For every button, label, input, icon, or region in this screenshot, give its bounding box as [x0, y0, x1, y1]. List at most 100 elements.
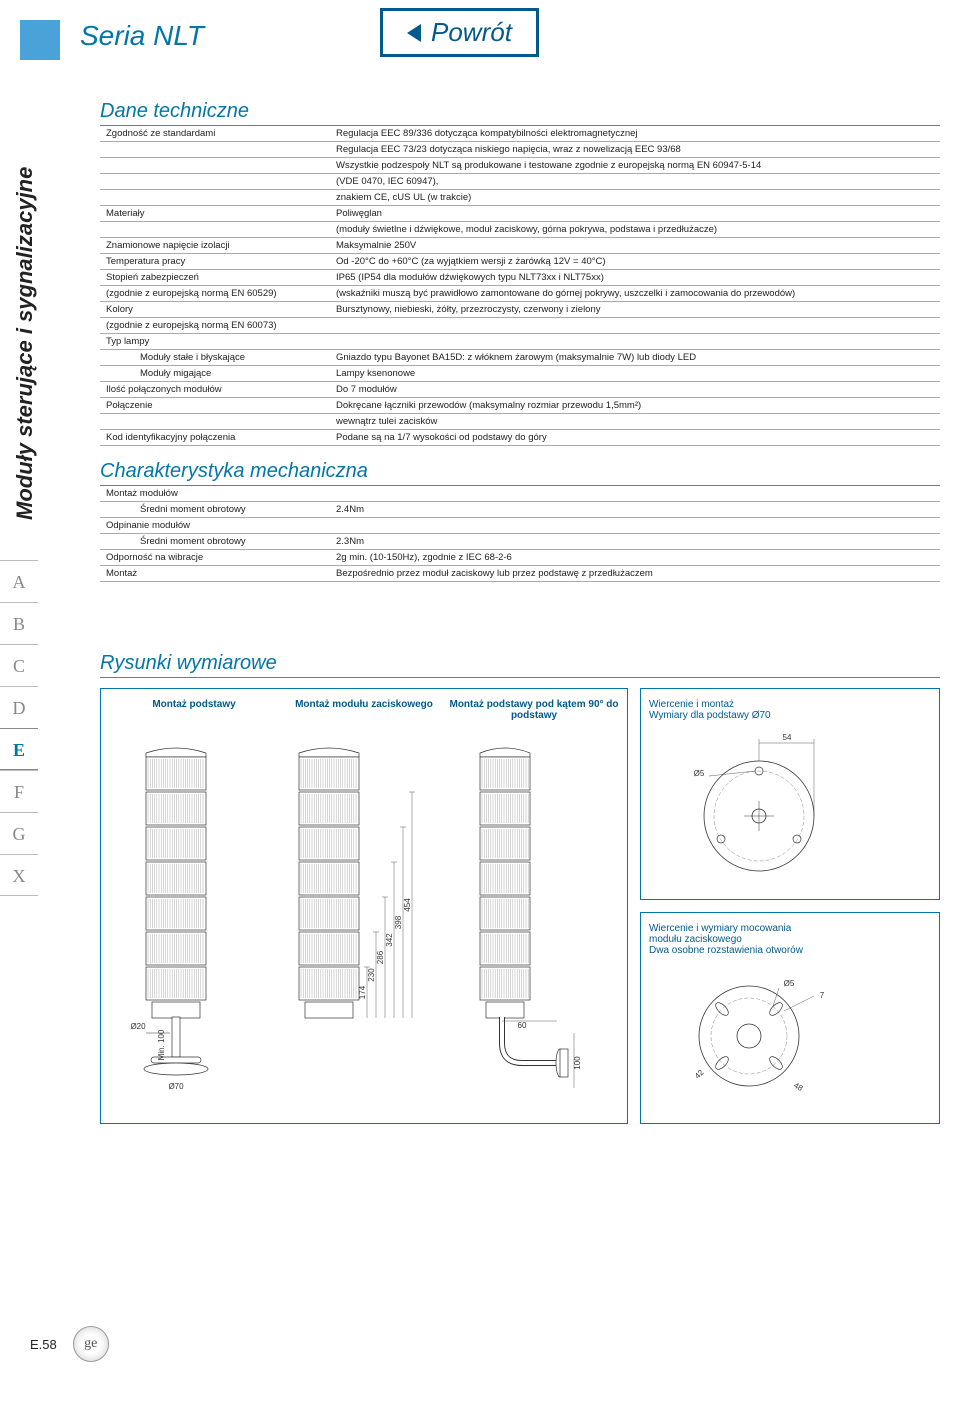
spec-label: Montaż [100, 566, 330, 582]
spec-label: Temperatura pracy [100, 254, 330, 270]
side-letter-g[interactable]: G [0, 812, 38, 854]
side2-l2: modułu zaciskowego [649, 934, 931, 945]
clamp-ring-drawing: Ø5 7 42 48 [649, 956, 849, 1106]
spec-label: Kolory [100, 302, 330, 318]
side-letter-c[interactable]: C [0, 644, 38, 686]
dim-clamp-d5: Ø5 [784, 979, 795, 988]
drawings-section-title: Rysunki wymiarowe [100, 652, 940, 678]
spec-label [100, 158, 330, 174]
spec-value: (moduły świetlne i dźwiękowe, moduł zaci… [330, 222, 940, 238]
spec-value: Lampy ksenonowe [330, 366, 940, 382]
back-button[interactable]: Powrót [380, 8, 539, 57]
ge-logo-icon: ge [73, 1326, 109, 1362]
side2-l3: Dwa osobne rozstawienia otworów [649, 945, 931, 956]
spec-value: Regulacja EEC 73/23 dotycząca niskiego n… [330, 142, 940, 158]
side-letter-f[interactable]: F [0, 770, 38, 812]
tech-table: Zgodność ze standardamiRegulacja EEC 89/… [100, 126, 940, 446]
main-drawing-box: Montaż podstawy Montaż modułu zaciskoweg… [100, 688, 628, 1124]
side-letter-x[interactable]: X [0, 854, 38, 896]
side-letter-d[interactable]: D [0, 686, 38, 728]
spec-label: Ilość połączonych modułów [100, 382, 330, 398]
dim-min100: Min. 100 [157, 1029, 166, 1060]
spec-label: Znamionowe napięcie izolacji [100, 238, 330, 254]
tower-drawings: Ø20 Ø70 Min. 100 174230286342398454 [109, 733, 619, 1113]
side-letter-a[interactable]: A [0, 560, 38, 602]
spec-label: Montaż modułów [100, 486, 330, 502]
spec-value: Poliwęglan [330, 206, 940, 222]
svg-text:286: 286 [376, 950, 385, 964]
side-letter-b[interactable]: B [0, 602, 38, 644]
spec-label [100, 222, 330, 238]
spec-value: Dokręcane łączniki przewodów (maksymalny… [330, 398, 940, 414]
svg-text:230: 230 [367, 968, 376, 982]
side2-l1: Wiercenie i wymiary mocowania [649, 923, 931, 934]
spec-value [330, 486, 940, 502]
spec-value: 2g min. (10-150Hz), zgodnie z IEC 68-2-6 [330, 550, 940, 566]
back-label: Powrót [431, 17, 512, 48]
spec-value: Wszystkie podzespoły NLT są produkowane … [330, 158, 940, 174]
spec-value [330, 518, 940, 534]
footer: E.58 ge [30, 1326, 109, 1362]
spec-label: (zgodnie z europejską normą EN 60529) [100, 286, 330, 302]
tower-base-drawing: Ø20 Ø70 Min. 100 [116, 733, 266, 1113]
side-vertical-label: Moduły sterujące i sygnalizacyjne [12, 167, 38, 520]
spec-label: Średni moment obrotowy [100, 502, 330, 518]
tech-section-title: Dane techniczne [100, 100, 940, 126]
dim-w60: 60 [518, 1021, 527, 1030]
spec-label: Połączenie [100, 398, 330, 414]
dcol2: Montaż modułu zaciskowego [279, 699, 449, 721]
ring-drawing: 54 Ø5 [649, 721, 849, 881]
dim-h100: 100 [573, 1056, 582, 1070]
side-letter-e[interactable]: E [0, 728, 38, 770]
back-arrow-icon [407, 24, 421, 42]
spec-value: Bezpośrednio przez moduł zaciskowy lub p… [330, 566, 940, 582]
tower-90deg-drawing: 60 100 [462, 733, 612, 1113]
dim-d20: Ø20 [130, 1022, 146, 1031]
dim-d70: Ø70 [168, 1082, 184, 1091]
mech-table: Montaż modułówŚredni moment obrotowy2.4N… [100, 486, 940, 582]
svg-text:398: 398 [394, 915, 403, 929]
spec-value: wewnątrz tulei zacisków [330, 414, 940, 430]
spec-label: Materiały [100, 206, 330, 222]
spec-label: Typ lampy [100, 334, 330, 350]
spec-value [330, 318, 940, 334]
spec-value: 2.4Nm [330, 502, 940, 518]
spec-value: (VDE 0470, IEC 60947), [330, 174, 940, 190]
spec-label [100, 190, 330, 206]
dim-clamp-7: 7 [820, 991, 825, 1000]
side1-l2: Wymiary dla podstawy Ø70 [649, 710, 931, 721]
side1-l1: Wiercenie i montaż [649, 699, 931, 710]
page-number: E.58 [30, 1337, 57, 1352]
spec-value: Regulacja EEC 89/336 dotycząca kompatybi… [330, 126, 940, 142]
spec-label: Średni moment obrotowy [100, 534, 330, 550]
drawings-area: Montaż podstawy Montaż modułu zaciskoweg… [100, 688, 940, 1124]
spec-value: znakiem CE, cUS UL (w trakcie) [330, 190, 940, 206]
spec-label: Odpinanie modułów [100, 518, 330, 534]
tower-clamp-drawing: 174230286342398454 [279, 733, 449, 1113]
mech-section-title: Charakterystyka mechaniczna [100, 460, 940, 486]
spec-label: Kod identyfikacyjny połączenia [100, 430, 330, 446]
spec-value: Gniazdo typu Bayonet BA15D: z włóknem ża… [330, 350, 940, 366]
svg-text:174: 174 [358, 985, 367, 999]
series-title: Seria NLT [80, 20, 204, 52]
svg-text:454: 454 [403, 898, 412, 912]
side-drawings-col: Wiercenie i montaż Wymiary dla podstawy … [640, 688, 940, 1124]
spec-value: Od -20°C do +60°C (za wyjątkiem wersji z… [330, 254, 940, 270]
spec-value: Do 7 modułów [330, 382, 940, 398]
spec-label: Moduły migające [100, 366, 330, 382]
dim-clamp-42: 42 [693, 1068, 706, 1081]
brand-square [20, 20, 60, 60]
spec-label: Moduły stałe i błyskające [100, 350, 330, 366]
spec-label [100, 174, 330, 190]
dim-ring-d5: Ø5 [694, 769, 705, 778]
spec-value: IP65 (IP54 dla modułów dźwiękowych typu … [330, 270, 940, 286]
spec-value: 2.3Nm [330, 534, 940, 550]
spec-value: Maksymalnie 250V [330, 238, 940, 254]
dcol1: Montaż podstawy [109, 699, 279, 721]
side-index: ABCDEFGX [0, 560, 38, 896]
svg-text:342: 342 [385, 933, 394, 947]
spec-value: (wskaźniki muszą być prawidłowo zamontow… [330, 286, 940, 302]
drill-clamp-box: Wiercenie i wymiary mocowania modułu zac… [640, 912, 940, 1124]
dim-clamp-48: 48 [792, 1081, 805, 1094]
spec-value: Podane są na 1/7 wysokości od podstawy d… [330, 430, 940, 446]
